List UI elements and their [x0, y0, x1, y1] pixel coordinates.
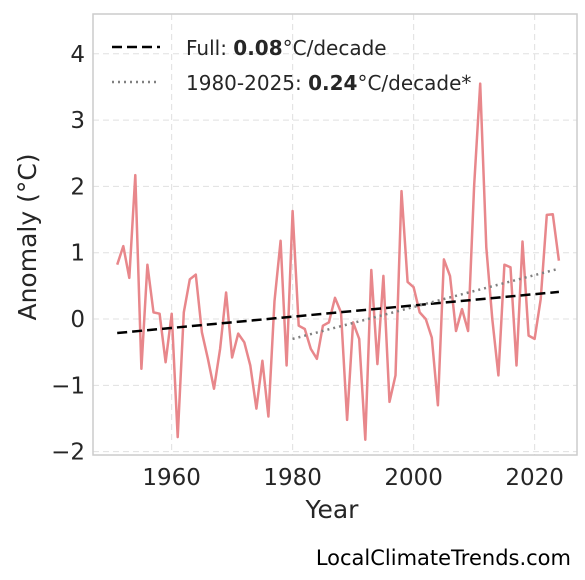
- plot-frame: [92, 13, 578, 456]
- y-tick-label: 4: [70, 42, 85, 68]
- legend-full-label: Full: 0.08°C/decade: [186, 36, 387, 60]
- x-tick-label: 1960: [142, 465, 201, 491]
- tick-labels: 1960 1980 2000 2020 −2 −1 0 1 2 3 4: [51, 42, 564, 491]
- y-tick-label: −1: [51, 373, 85, 399]
- legend-full-value: 0.08: [233, 36, 282, 60]
- legend-recent-value: 0.24: [308, 71, 357, 95]
- y-axis-label: Anomaly (°C): [13, 153, 42, 320]
- data-marks: [116, 82, 561, 441]
- site-credit: LocalClimateTrends.com: [315, 546, 571, 570]
- y-tick-label: 0: [70, 307, 85, 333]
- x-axis-label: Year: [305, 495, 360, 524]
- x-tick-label: 2020: [505, 465, 564, 491]
- full-trend-line: [117, 290, 560, 335]
- anomaly-series-line: [116, 82, 561, 441]
- x-tick-label: 1980: [263, 465, 322, 491]
- y-tick-label: 1: [70, 241, 85, 267]
- x-tick-label: 2000: [384, 465, 443, 491]
- legend-recent-prefix: 1980-2025:: [186, 71, 308, 95]
- y-tick-label: −2: [51, 440, 85, 466]
- y-tick-label: 3: [70, 108, 85, 134]
- legend-recent-suffix: °C/decade*: [357, 71, 471, 95]
- y-tick-label: 2: [70, 174, 85, 200]
- legend-full-prefix: Full:: [186, 36, 233, 60]
- legend: Full: 0.08°C/decade 1980-2025: 0.24°C/de…: [112, 36, 471, 95]
- legend-recent-label: 1980-2025: 0.24°C/decade*: [186, 71, 471, 95]
- legend-full-suffix: °C/decade: [283, 36, 387, 60]
- recent-trend-line: [292, 267, 560, 341]
